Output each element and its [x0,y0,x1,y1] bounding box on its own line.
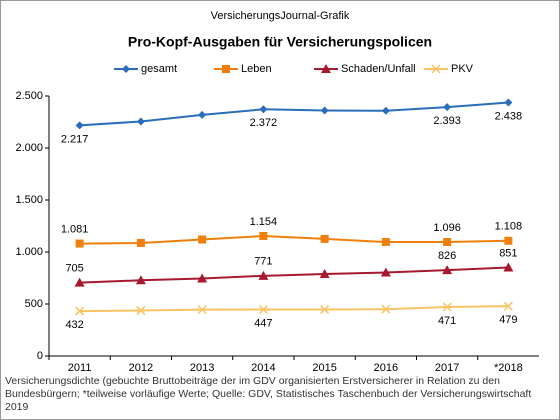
y-tick-label: 500 [25,298,43,310]
point [136,238,145,247]
data-label: 2.217 [61,133,89,145]
point [259,105,268,114]
chart: VersicherungsJournal-Grafik Pro-Kopf-Aus… [15,10,539,374]
point [381,106,390,115]
point [74,277,85,287]
data-label: 471 [438,315,456,327]
footnote: Versicherungsdichte (gebuchte Bruttobeit… [5,375,532,413]
x-tick-label: *2018 [494,362,523,373]
point [381,304,391,314]
data-label: 1.096 [433,222,461,234]
x-tick-label: 2013 [190,362,214,373]
point [258,270,269,280]
point [320,106,329,115]
x-tick-label: 2012 [129,362,153,373]
point [504,98,513,107]
x-tick-label: 2015 [312,362,336,373]
point [135,275,146,285]
series-line [79,305,509,313]
point [320,234,329,243]
data-label: 1.081 [61,223,89,235]
y-tick-label: 0 [37,350,43,362]
legend-marker [321,64,331,73]
data-label: 771 [254,256,272,268]
point [503,262,514,272]
y-tick-label: 2.000 [15,142,43,154]
chart-title: Pro-Kopf-Ausgaben für Versicherungspolic… [128,34,432,50]
source: VersicherungsJournal-Grafik [211,10,350,22]
point [443,103,452,112]
point [443,238,452,247]
point [504,236,513,245]
data-label: 2.438 [495,110,523,122]
legend-label: Leben [241,63,272,75]
point [503,301,513,311]
x-tick-label: 2014 [251,362,275,373]
data-label: 826 [438,250,456,262]
legend-label: gesamt [141,63,177,75]
point [380,267,391,277]
series-line [79,101,509,127]
data-label: 2.372 [250,117,278,129]
y-tick-label: 1.000 [15,246,43,258]
data-label: 851 [499,247,517,259]
y-tick-label: 1.500 [15,194,43,206]
y-tick-label: 2.500 [15,90,43,102]
x-tick-label: 2016 [374,362,398,373]
legend-marker [222,65,230,73]
legend-label: Schaden/Unfall [341,63,416,75]
point [320,304,330,315]
data-label: 705 [65,263,83,275]
point [198,235,207,244]
data-label: 447 [254,317,272,329]
point [319,269,330,279]
point [75,121,84,130]
legend-marker [431,64,441,74]
x-tick-label: 2017 [435,362,459,373]
point [442,265,453,275]
series-line [79,266,509,284]
data-label: 432 [65,319,83,331]
data-label: 479 [499,314,517,326]
legend-marker [122,65,130,73]
point [75,306,85,316]
point [197,305,207,315]
point [258,304,268,315]
point [442,302,452,312]
data-label: 1.108 [495,221,523,233]
data-label: 2.393 [433,115,461,127]
point [136,117,145,126]
data-label: 1.154 [250,216,278,228]
point [259,231,268,240]
point [136,305,146,315]
point [197,273,208,283]
series-line [79,234,509,245]
point [198,110,207,119]
x-tick-label: 2011 [68,362,92,373]
point [75,239,84,248]
point [381,238,390,247]
legend-label: PKV [451,63,474,75]
